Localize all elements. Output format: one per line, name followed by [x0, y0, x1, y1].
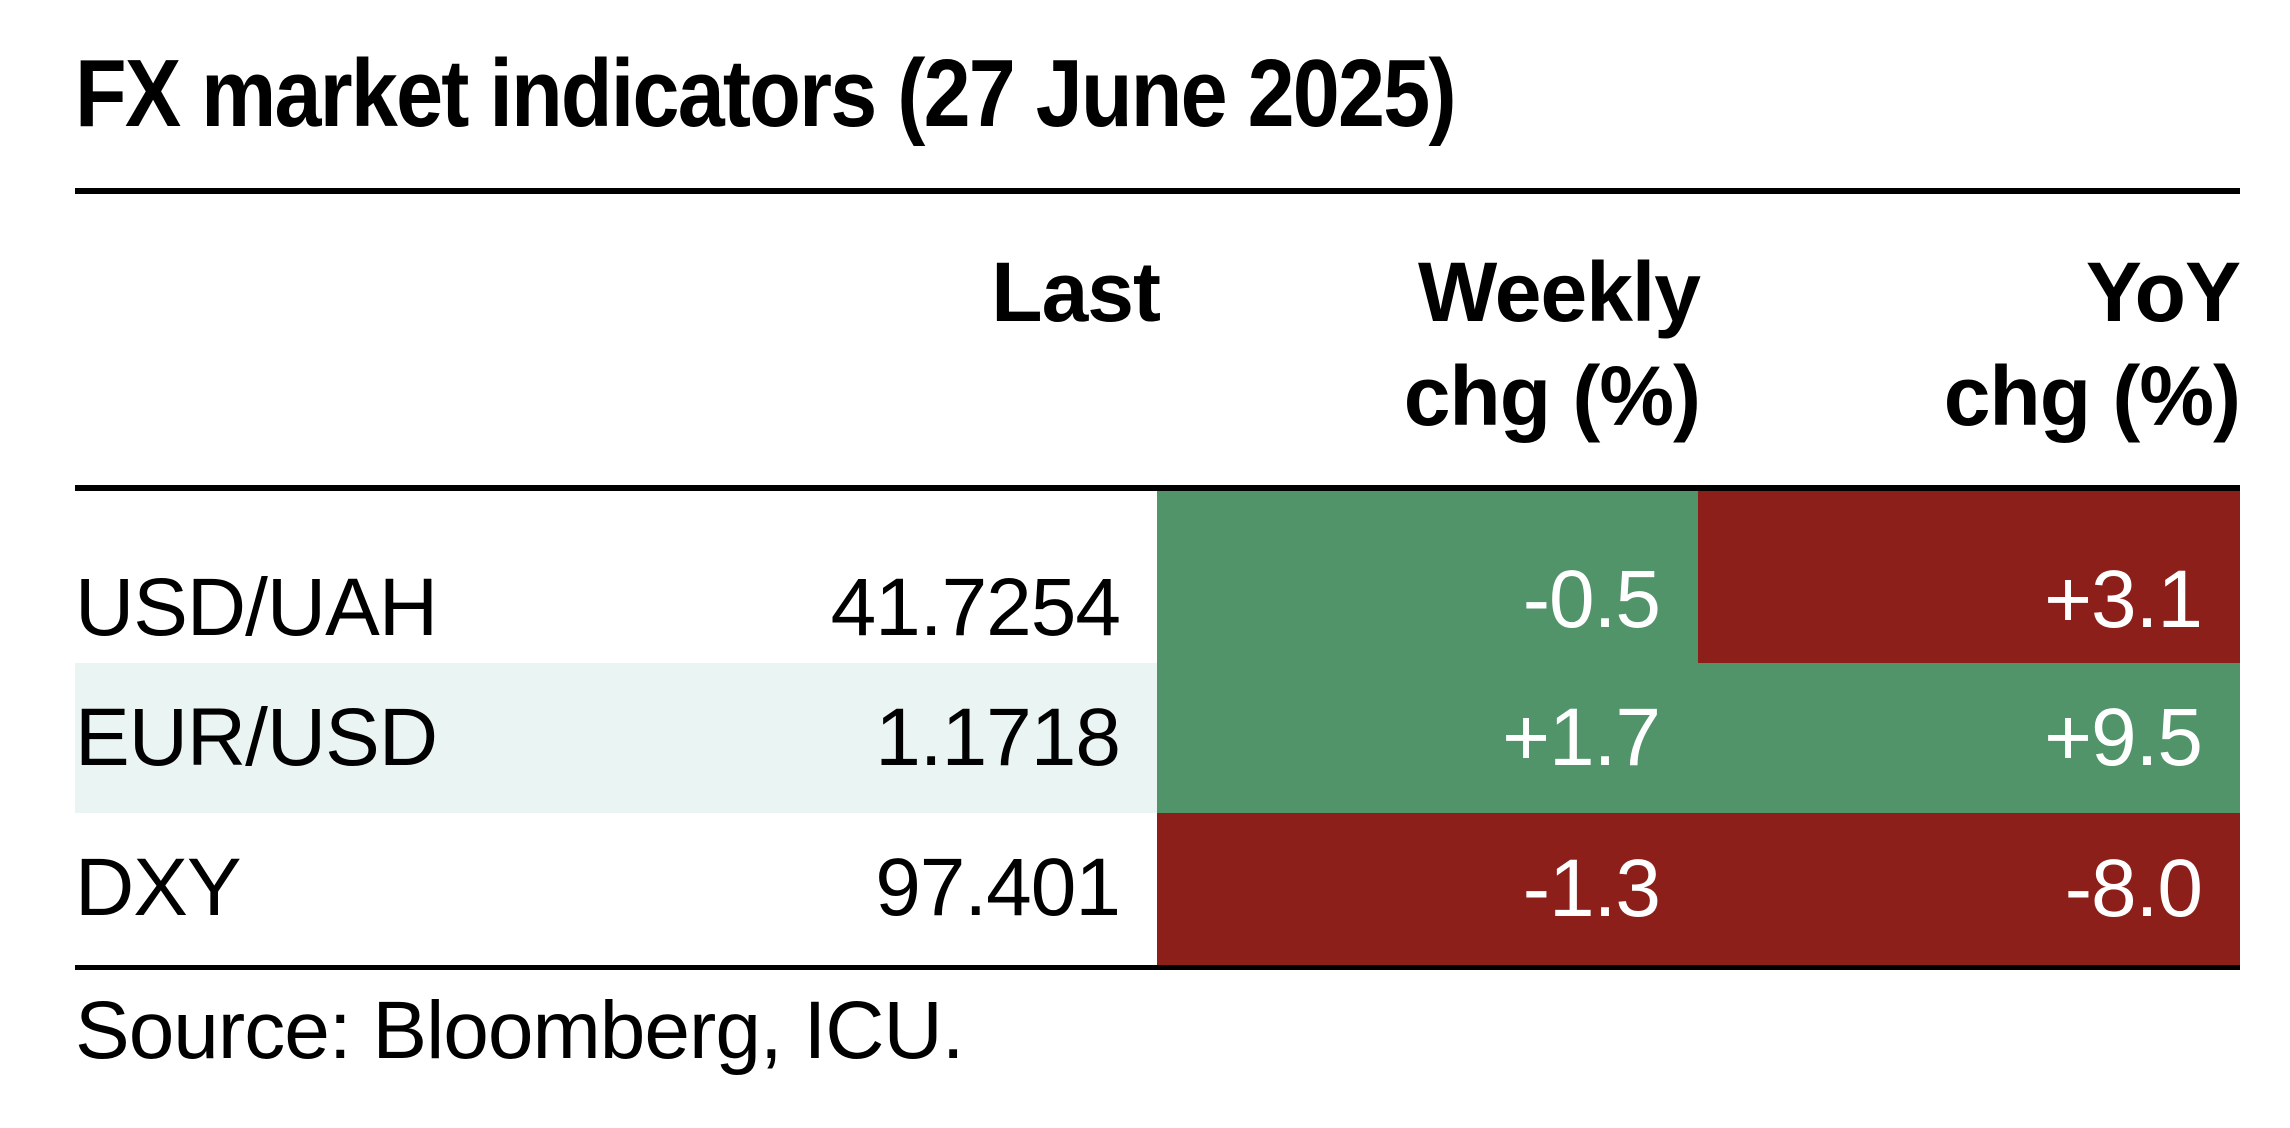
- header-rule: [75, 485, 2240, 491]
- weekly-chg-value: -1.3: [1522, 843, 1661, 934]
- yoy-chg-cell: -8.0: [1698, 813, 2240, 965]
- yoy-chg-value: -8.0: [2064, 843, 2203, 934]
- table-row-label: USD/UAH: [75, 533, 575, 683]
- top-rule: [75, 188, 2240, 194]
- source-note: Source: Bloomberg, ICU.: [75, 985, 964, 1076]
- yoy-chg-cell: +3.1: [1698, 491, 2240, 663]
- table-row-label: DXY: [75, 813, 575, 963]
- table-row-label: EUR/USD: [75, 663, 575, 813]
- table-title: FX market indicators (27 June 2025): [75, 40, 1457, 147]
- row-name: DXY: [75, 842, 242, 933]
- row-name: EUR/USD: [75, 692, 438, 783]
- weekly-chg-cell: +1.7: [1157, 663, 1698, 813]
- row-name: USD/UAH: [75, 562, 438, 653]
- header-weekly-line2: chg (%): [1403, 349, 1701, 443]
- table-row-last: 97.401: [575, 813, 1121, 963]
- header-yoy-line1: YoY: [2085, 245, 2241, 339]
- table-row-last: 1.1718: [575, 663, 1121, 813]
- table-row-last: 41.7254: [575, 533, 1121, 683]
- bottom-rule: [75, 965, 2240, 970]
- row-last-value: 41.7254: [830, 562, 1121, 653]
- weekly-chg-value: -0.5: [1522, 554, 1661, 645]
- yoy-chg-value: +9.5: [2044, 692, 2203, 783]
- yoy-chg-value: +3.1: [2044, 554, 2203, 645]
- header-weekly-line1: Weekly: [1418, 245, 1701, 339]
- header-last: Last: [991, 240, 1161, 344]
- header-last-label: Last: [991, 245, 1161, 339]
- yoy-chg-cell: +9.5: [1698, 663, 2240, 813]
- header-yoy: YoY chg (%): [1943, 240, 2241, 448]
- header-yoy-line2: chg (%): [1943, 349, 2241, 443]
- weekly-chg-value: +1.7: [1502, 692, 1661, 783]
- weekly-chg-cell: -1.3: [1157, 813, 1698, 965]
- row-last-value: 97.401: [875, 842, 1121, 933]
- weekly-chg-cell: -0.5: [1157, 491, 1698, 663]
- row-last-value: 1.1718: [875, 692, 1121, 783]
- header-weekly: Weekly chg (%): [1403, 240, 1701, 448]
- row-stripe: [75, 663, 1157, 813]
